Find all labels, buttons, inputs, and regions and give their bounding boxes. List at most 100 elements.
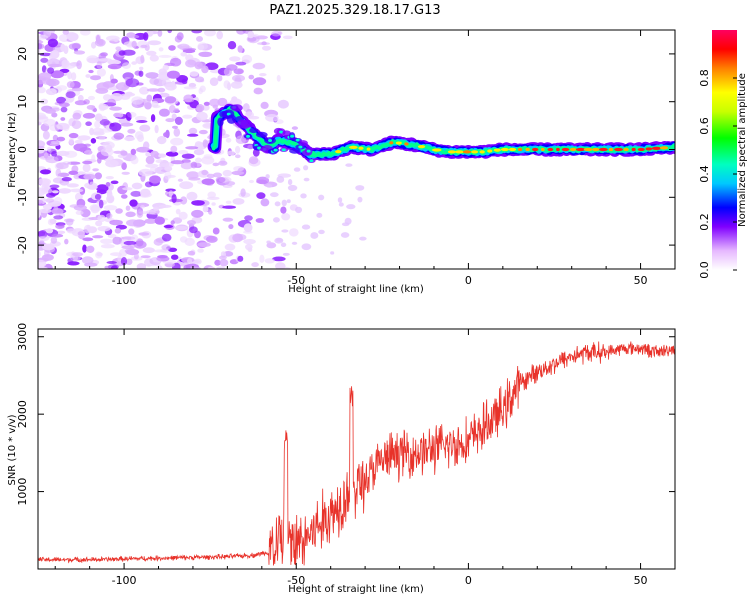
noise-blob: [38, 236, 50, 242]
noise-blob: [251, 262, 259, 268]
noise-blob: [98, 199, 104, 209]
noise-blob: [143, 32, 149, 41]
noise-blob: [168, 45, 176, 51]
noise-blob: [260, 101, 269, 109]
noise-blob: [38, 35, 49, 40]
noise-blob: [197, 242, 211, 248]
noise-blob: [60, 117, 66, 121]
noise-blob: [217, 75, 223, 82]
noise-blob: [158, 108, 170, 117]
noise-blob: [45, 198, 55, 203]
noise-blob: [105, 182, 111, 187]
noise-blob: [117, 255, 122, 262]
x-tick-label: -100: [112, 274, 137, 287]
noise-blob: [56, 162, 69, 170]
noise-blob: [139, 66, 144, 71]
noise-blob: [71, 120, 82, 130]
noise-blob: [83, 150, 93, 155]
noise-blob: [202, 139, 208, 148]
noise-blob: [87, 184, 98, 190]
noise-blob: [276, 175, 285, 183]
noise-blob: [222, 217, 234, 222]
noise-blob: [51, 150, 58, 157]
noise-blob: [118, 50, 126, 56]
noise-blob: [206, 235, 218, 243]
noise-blob: [145, 210, 156, 215]
track-hotspot: [598, 147, 608, 152]
noise-blob: [266, 183, 273, 188]
noise-blob: [165, 118, 175, 123]
noise-blob: [316, 212, 323, 218]
y-tick-label: 0: [16, 146, 29, 153]
noise-blob: [181, 153, 195, 159]
noise-blob: [136, 209, 144, 218]
noise-blob: [161, 78, 172, 88]
noise-blob: [209, 98, 221, 107]
noise-blob: [150, 114, 156, 123]
noise-blob: [280, 206, 287, 214]
track-blob: [295, 138, 300, 142]
noise-blob: [77, 135, 91, 141]
noise-blob: [97, 157, 102, 164]
noise-blob: [125, 112, 131, 119]
noise-blob: [235, 135, 247, 144]
track-hotspot: [500, 147, 509, 152]
noise-blob: [303, 177, 310, 182]
colorbar-tick-label: 0.8: [698, 69, 711, 87]
noise-blob: [195, 157, 202, 163]
noise-blob: [128, 34, 140, 39]
x-tick-label: 50: [634, 274, 648, 287]
noise-blob: [189, 71, 199, 77]
noise-blob: [42, 243, 55, 251]
noise-blob: [173, 108, 180, 113]
track-hotspot: [637, 147, 645, 152]
noise-blob: [49, 184, 60, 189]
noise-blob: [212, 227, 220, 235]
colorbar: 0.0 0.2 0.4 0.6 0.8 Normalized spectral ampl…: [698, 30, 748, 279]
noise-blob: [191, 30, 202, 34]
noise-blob: [266, 240, 271, 244]
noise-blob: [235, 154, 241, 159]
noise-blob: [38, 116, 48, 120]
noise-blob: [51, 112, 58, 118]
noise-blob: [136, 120, 148, 123]
noise-blob: [171, 254, 179, 260]
noise-blob: [232, 233, 244, 243]
noise-blob: [38, 250, 41, 258]
noise-blob: [52, 134, 59, 142]
noise-blob: [318, 194, 325, 201]
noise-blob: [86, 245, 95, 253]
noise-blob: [174, 116, 183, 125]
noise-blob: [340, 232, 350, 238]
noise-blob: [265, 174, 270, 179]
noise-blob: [83, 173, 96, 180]
noise-blob: [146, 50, 157, 56]
track-hotspot: [454, 150, 464, 154]
noise-blob: [83, 224, 92, 234]
track-blob: [298, 145, 303, 149]
y-tick-label: 3000: [16, 323, 29, 351]
track-hotspot: [471, 150, 479, 154]
noise-blob: [73, 50, 86, 55]
noise-blob: [157, 153, 167, 158]
noise-blob: [80, 30, 91, 36]
noise-blob: [318, 229, 325, 235]
noise-blob: [174, 225, 189, 230]
noise-blob: [84, 262, 98, 267]
noise-blob: [125, 211, 136, 218]
noise-blob: [194, 76, 205, 83]
noise-blob: [156, 136, 167, 145]
noise-blob: [47, 146, 52, 152]
noise-blob: [96, 68, 106, 77]
noise-blob: [212, 162, 220, 167]
snr-panel: -100 -50 0 50 1000 2000 3000 Height of straigh…: [7, 323, 676, 595]
noise-blob: [110, 78, 118, 84]
noise-blob: [122, 187, 133, 191]
track-hotspot: [417, 145, 426, 149]
noise-blob: [124, 248, 137, 254]
y-tick-label: 2000: [16, 400, 29, 428]
noise-blob: [52, 80, 57, 85]
noise-blob: [206, 173, 215, 179]
noise-blob: [100, 147, 114, 157]
track-blob: [257, 146, 262, 150]
